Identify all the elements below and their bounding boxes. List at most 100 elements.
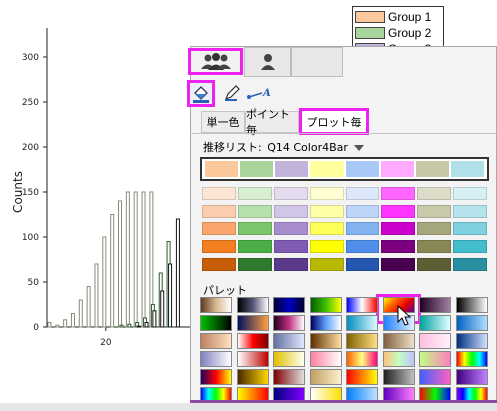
palette-swatch-fire-to-blue[interactable] xyxy=(236,297,269,313)
bar-group-1 xyxy=(102,236,107,328)
selected-color-cell xyxy=(345,161,379,177)
palette-swatch-gray-blue[interactable] xyxy=(273,333,305,349)
bar-group-1 xyxy=(110,214,115,328)
single-person-icon xyxy=(260,54,275,70)
color-cell xyxy=(273,222,308,235)
legend-item-group-2: Group 2 xyxy=(355,25,441,41)
color-list-option[interactable] xyxy=(201,258,488,271)
tab-single-plot[interactable] xyxy=(244,47,291,77)
palette-swatch-skin-tone[interactable] xyxy=(200,333,232,349)
palette-swatch-pink-white[interactable] xyxy=(309,351,342,367)
color-cell xyxy=(309,240,344,253)
bar-group-1 xyxy=(55,324,60,328)
color-cell xyxy=(273,240,308,253)
palette-swatch-blue-sky[interactable] xyxy=(309,315,342,331)
bar-group-3 xyxy=(144,322,149,328)
tab-empty xyxy=(291,47,343,77)
palette-swatch-green-black[interactable] xyxy=(200,315,232,331)
color-cell xyxy=(345,222,380,235)
palette-swatch-cyan-white[interactable] xyxy=(346,315,378,331)
palette-swatch-sand[interactable] xyxy=(309,369,342,385)
palette-label: パレット xyxy=(203,284,247,297)
y-tick-label: 300 xyxy=(22,53,39,63)
palette-swatch-purple[interactable] xyxy=(455,369,488,385)
tab-per-plot[interactable]: プロット毎 xyxy=(299,108,369,135)
tab-single-color[interactable]: 単一色 xyxy=(201,111,245,133)
bar-group-1 xyxy=(47,322,52,328)
selected-color-cell xyxy=(205,161,239,177)
color-list-option[interactable] xyxy=(201,187,488,200)
color-cell xyxy=(309,205,344,218)
y-tick-label: 0 xyxy=(33,323,39,333)
color-list-option[interactable] xyxy=(201,222,488,235)
palette-swatch-blue-pink[interactable] xyxy=(419,369,451,385)
palette-swatch-spectral[interactable] xyxy=(455,351,488,367)
palette-swatch-lime-pink[interactable] xyxy=(419,351,451,367)
selected-color-cell xyxy=(450,161,484,177)
color-cell xyxy=(202,205,236,218)
palette-swatch-dark-blue[interactable] xyxy=(273,297,305,313)
color-cell xyxy=(381,258,416,271)
palette-swatch-blue-red[interactable] xyxy=(236,351,269,367)
palette-swatch-dark-rainbow[interactable] xyxy=(200,369,232,385)
palette-swatch-sky-blue[interactable] xyxy=(455,315,488,331)
bar-group-1 xyxy=(125,191,130,328)
palette-swatch-dark-purple[interactable] xyxy=(419,297,451,313)
palette-swatch-wood-gradient[interactable] xyxy=(200,297,232,313)
palette-swatch-sunset[interactable] xyxy=(346,351,378,367)
tab-group[interactable] xyxy=(188,48,243,75)
fill-button[interactable] xyxy=(187,80,215,107)
palette-swatch-gold-bronze[interactable] xyxy=(346,333,378,349)
tabs-divider xyxy=(190,133,497,134)
palette-swatch-blue-white-red[interactable] xyxy=(346,297,378,313)
color-cell xyxy=(202,258,236,271)
line-color-button[interactable] xyxy=(223,84,241,102)
palette-swatch-yellow-cream[interactable] xyxy=(273,351,305,367)
color-cell xyxy=(273,258,308,271)
y-tick-label: 100 xyxy=(22,233,39,243)
palette-swatch-light-pink[interactable] xyxy=(419,333,451,349)
palette-swatch-brown-tan[interactable] xyxy=(309,333,342,349)
color-cell xyxy=(381,222,416,235)
cursor-icon xyxy=(397,305,412,326)
palette-swatch-pink-purple[interactable] xyxy=(273,315,305,331)
palette-swatch-violet-white[interactable] xyxy=(200,351,232,367)
panel-bottom-accent xyxy=(190,400,497,403)
color-cell xyxy=(237,205,272,218)
color-cell xyxy=(453,205,487,218)
color-cell xyxy=(237,187,272,200)
color-cell xyxy=(381,240,416,253)
palette-swatch-blue-fade[interactable] xyxy=(455,333,488,349)
color-list-option[interactable] xyxy=(201,205,488,218)
tab-per-point[interactable]: ポイント毎 xyxy=(245,108,299,137)
color-cell xyxy=(345,240,380,253)
color-cell xyxy=(417,240,452,253)
palette-swatch-aqua[interactable] xyxy=(419,315,451,331)
palette-swatch-red-yellow[interactable] xyxy=(346,369,378,385)
color-cell xyxy=(453,222,487,235)
bar-group-3 xyxy=(136,325,141,328)
y-tick-label: 50 xyxy=(28,278,40,288)
palette-swatch-white-red[interactable] xyxy=(236,333,269,349)
palette-swatch-brown-gold[interactable] xyxy=(236,369,269,385)
selected-color-cell xyxy=(310,161,344,177)
color-list-option[interactable] xyxy=(201,240,488,253)
legend-swatch xyxy=(355,27,385,39)
increment-list-dropdown[interactable]: 推移リスト: Q14 Color4Bar xyxy=(203,139,365,155)
line-text-button[interactable]: A xyxy=(245,84,275,102)
palette-swatch-navy-orange[interactable] xyxy=(236,315,269,331)
color-cell xyxy=(345,258,380,271)
palette-swatch-brown-light[interactable] xyxy=(382,333,415,349)
palette-swatch-black-white[interactable] xyxy=(455,297,488,313)
bar-group-3 xyxy=(168,263,173,328)
chevron-down-icon xyxy=(354,145,365,151)
palette-swatch-green-yellow[interactable] xyxy=(309,297,342,313)
palette-swatch-gray-dark[interactable] xyxy=(382,369,415,385)
selected-color-list[interactable] xyxy=(200,157,489,181)
bar-group-2 xyxy=(127,323,132,328)
bar-group-3 xyxy=(152,310,157,328)
palette-swatch-rainbow-pastel[interactable] xyxy=(382,351,415,367)
panel-toolbar: A xyxy=(187,80,307,108)
y-tick-label: 200 xyxy=(22,143,39,153)
palette-swatch-red-gray[interactable] xyxy=(273,369,305,385)
